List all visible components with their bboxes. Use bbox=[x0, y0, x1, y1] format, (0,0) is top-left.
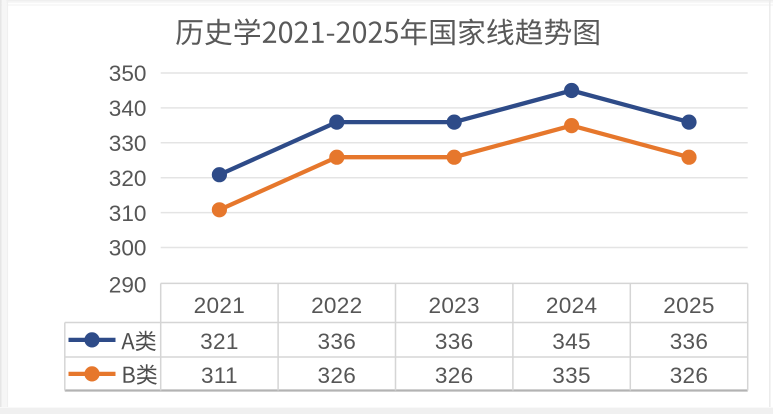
svg-text:336: 336 bbox=[317, 329, 356, 354]
svg-text:326: 326 bbox=[317, 363, 356, 388]
svg-text:2024: 2024 bbox=[546, 293, 597, 318]
svg-text:326: 326 bbox=[670, 363, 709, 388]
svg-text:335: 335 bbox=[552, 363, 591, 388]
svg-text:290: 290 bbox=[109, 272, 147, 297]
svg-text:321: 321 bbox=[200, 329, 239, 354]
svg-text:326: 326 bbox=[435, 363, 474, 388]
svg-text:310: 310 bbox=[109, 201, 147, 226]
svg-text:2025: 2025 bbox=[663, 293, 714, 318]
svg-text:336: 336 bbox=[670, 329, 709, 354]
svg-text:336: 336 bbox=[435, 329, 474, 354]
svg-text:320: 320 bbox=[109, 166, 147, 191]
svg-text:311: 311 bbox=[201, 363, 238, 388]
svg-text:345: 345 bbox=[552, 329, 591, 354]
svg-text:2023: 2023 bbox=[428, 293, 479, 318]
svg-text:350: 350 bbox=[109, 61, 147, 86]
svg-text:340: 340 bbox=[109, 96, 147, 121]
svg-text:2021: 2021 bbox=[194, 293, 245, 318]
svg-text:330: 330 bbox=[109, 131, 147, 156]
svg-text:300: 300 bbox=[109, 236, 147, 261]
svg-text:2022: 2022 bbox=[311, 293, 362, 318]
